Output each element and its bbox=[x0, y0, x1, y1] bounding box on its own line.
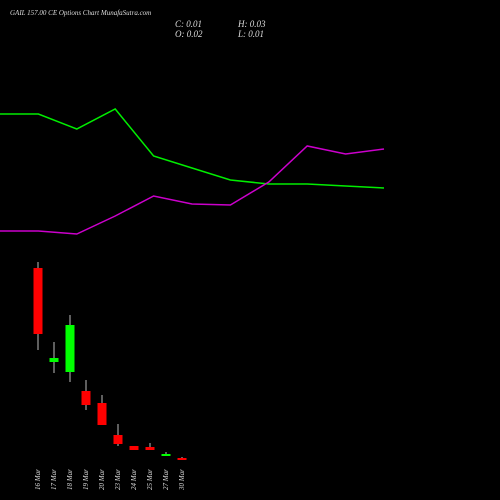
x-tick-label: 16 Mar bbox=[34, 469, 42, 490]
info-close: C: 0.01 bbox=[175, 19, 202, 29]
candle-body bbox=[113, 435, 123, 444]
x-tick-label: 30 Mar bbox=[178, 469, 186, 491]
candle-body bbox=[65, 325, 75, 372]
indicator-line bbox=[0, 108, 385, 189]
x-tick-label: 25 Mar bbox=[146, 469, 154, 490]
indicator-line bbox=[0, 145, 385, 235]
candle-body bbox=[161, 454, 171, 456]
candle-body bbox=[33, 268, 43, 334]
info-high: H: 0.03 bbox=[237, 19, 266, 29]
info-low: L: 0.01 bbox=[237, 29, 264, 39]
x-tick-label: 24 Mar bbox=[130, 469, 138, 490]
candle-body bbox=[129, 446, 139, 450]
candle-body bbox=[81, 391, 91, 405]
x-tick-label: 27 Mar bbox=[162, 469, 170, 490]
x-tick-label: 23 Mar bbox=[114, 469, 122, 490]
x-tick-label: 19 Mar bbox=[82, 469, 90, 490]
x-tick-label: 18 Mar bbox=[66, 469, 74, 490]
candle-body bbox=[49, 358, 59, 362]
candle-body bbox=[145, 447, 155, 450]
candle-body bbox=[97, 403, 107, 425]
info-open: O: 0.02 bbox=[175, 29, 203, 39]
x-tick-label: 17 Mar bbox=[50, 469, 58, 490]
x-tick-label: 20 Mar bbox=[98, 469, 106, 490]
candle-body bbox=[177, 458, 187, 460]
chart-title: GAIL 157.00 CE Options Chart MunafaSutra… bbox=[10, 9, 151, 17]
